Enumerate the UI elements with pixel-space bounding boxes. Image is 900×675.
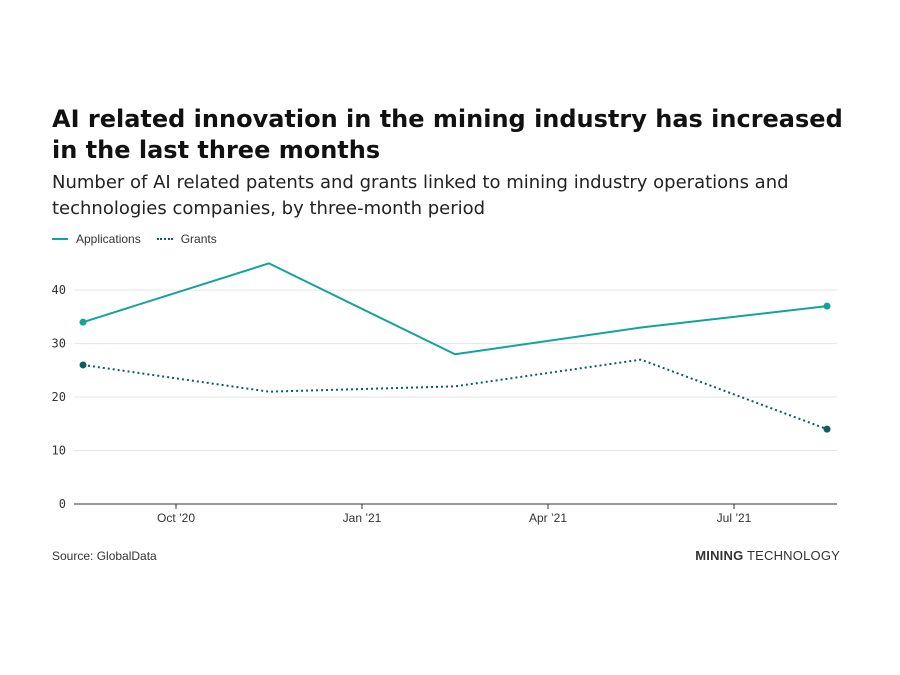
chart-title: AI related innovation in the mining indu… xyxy=(52,105,843,164)
y-tick-label-10: 10 xyxy=(52,444,66,458)
legend-label-grants: Grants xyxy=(180,232,217,246)
brand-regular: TECHNOLOGY xyxy=(743,548,840,563)
x-tick-label-1: Jan ’21 xyxy=(343,511,382,525)
y-tick-label-40: 40 xyxy=(52,283,66,297)
y-tick-label-20: 20 xyxy=(52,390,66,404)
legend-swatch-applications xyxy=(52,238,68,240)
legend-item-applications: Applications xyxy=(52,232,141,246)
x-tick-label-0: Oct ’20 xyxy=(157,511,195,525)
x-tick-label-2: Apr ’21 xyxy=(529,511,567,525)
legend-item-grants: Grants xyxy=(156,232,217,246)
x-tick-label-3: Jul ’21 xyxy=(717,511,752,525)
point-grants-4 xyxy=(823,425,831,433)
brand-bold: MINING xyxy=(695,548,744,563)
y-tick-label-0: 0 xyxy=(59,497,66,511)
brand-logo: MINING TECHNOLOGY xyxy=(695,548,840,563)
series-line-applications xyxy=(82,262,828,356)
source-note: Source: GlobalData xyxy=(52,549,157,563)
y-tick-label-30: 30 xyxy=(52,337,66,351)
series-line-grants xyxy=(82,358,828,431)
legend-swatch-grants xyxy=(156,238,173,240)
point-grants-0 xyxy=(79,361,87,369)
chart-subtitle: Number of AI related patents and grants … xyxy=(52,172,789,219)
legend-label-applications: Applications xyxy=(76,232,141,246)
point-applications-0 xyxy=(79,318,87,326)
point-applications-4 xyxy=(823,302,831,310)
chart-legend: Applications Grants xyxy=(52,232,217,246)
